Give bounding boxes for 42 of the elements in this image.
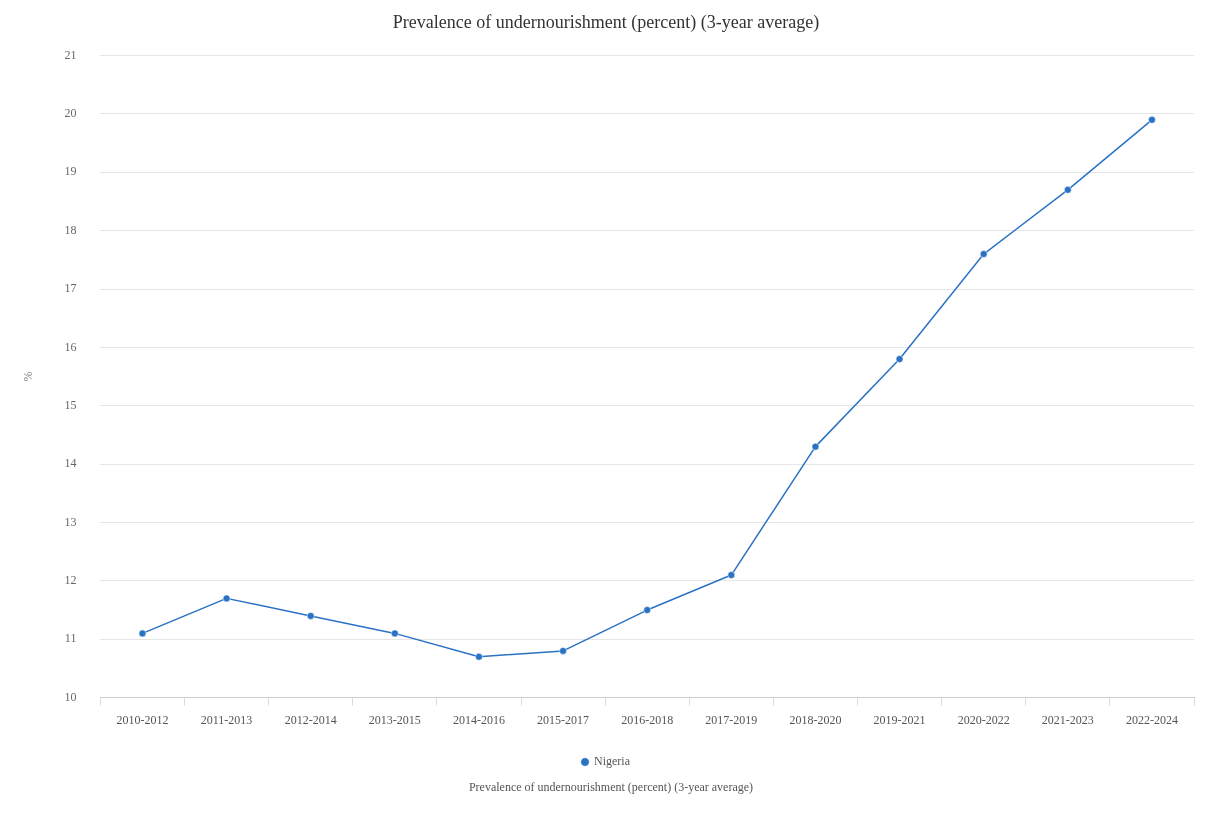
x-tick-label: 2016-2018 — [621, 712, 674, 727]
x-tick-label: 2014-2016 — [452, 712, 505, 727]
text: Prevalence of undernourishment (percent) (3-year average) — [467, 780, 755, 795]
point — [895, 355, 904, 363]
y-tick-label: 10 — [64, 689, 77, 704]
legend-label: Nigeria — [594, 754, 631, 769]
point — [643, 606, 651, 614]
x-tick-label: 2021-2023 — [1041, 712, 1094, 727]
point — [811, 442, 820, 451]
y-tick-label: 14 — [64, 456, 77, 471]
point — [391, 629, 399, 638]
chart-title: Prevalence of undernourishment (percent) (3-year average) — [392, 11, 820, 33]
x-tick-label: 2015-2017 — [537, 712, 590, 727]
y-tick-label: 16 — [64, 339, 77, 354]
x-tick-label: 2010-2012 — [116, 712, 169, 727]
y-tick-label: 17 — [64, 281, 77, 296]
y-tick-label: 19 — [64, 164, 77, 179]
x-tick-label: 2011-2013 — [200, 712, 253, 727]
y-tick-label: 18 — [64, 222, 77, 237]
point — [306, 612, 315, 620]
point — [559, 647, 567, 655]
point — [979, 250, 988, 258]
y-tick-label: 13 — [64, 514, 77, 529]
x-tick-label: 2017-2019 — [705, 712, 758, 727]
point — [475, 653, 483, 661]
y-tick-label: 20 — [64, 106, 77, 121]
x-tick-label: 2022-2024 — [1125, 712, 1178, 727]
y-axis-title: % — [21, 371, 36, 382]
x-tick-label: 2013-2015 — [368, 712, 421, 727]
x-tick-label: 2020-2022 — [957, 712, 1010, 727]
y-tick-label: 12 — [64, 573, 77, 588]
y-tick-label: 15 — [64, 397, 77, 412]
point — [222, 594, 231, 603]
x-tick-label: 2012-2014 — [284, 712, 337, 727]
x-tick-label: 2018-2020 — [789, 712, 842, 727]
y-tick-label: 21 — [64, 47, 77, 62]
point — [1148, 116, 1156, 124]
point — [727, 571, 736, 579]
y-tick-label: 11 — [64, 631, 77, 646]
x-tick-label: 2019-2021 — [873, 712, 926, 727]
point — [138, 629, 147, 638]
point — [1064, 186, 1072, 194]
